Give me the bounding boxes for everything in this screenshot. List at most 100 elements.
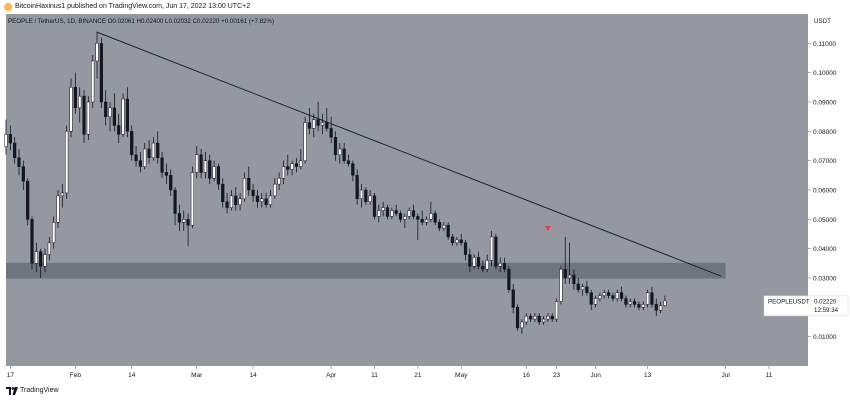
candle-body-up [368,195,372,202]
candle-body-down [21,166,25,182]
candle [268,190,273,208]
red-triangle-marker [544,225,551,231]
candle [247,166,251,196]
brand-name: TradingView [20,387,59,394]
candle-body-up [238,198,242,205]
candle [8,125,12,151]
marker-layer [544,225,551,231]
time-tick-label: 21 [414,372,422,379]
candle [563,236,567,284]
candle-body-up [554,301,559,320]
candle-body-down [468,254,472,267]
candle [134,146,138,167]
candle [91,55,95,108]
candle-body-down [585,286,589,293]
candle-body-down [446,224,450,238]
candle [182,210,186,232]
candle-body-up [43,254,47,267]
tradingview-logo-icon [6,387,18,395]
candle [216,163,221,190]
time-axis-panel[interactable] [0,366,808,382]
time-tick-label: Jun [590,372,601,379]
candle [52,216,56,249]
candle [407,207,411,220]
candle [39,248,43,278]
candle [108,102,112,132]
candle-body-up [533,315,537,320]
candle-body-down [433,213,437,223]
candle-body-down [307,122,312,129]
candle [30,216,34,270]
plot-background [6,14,808,366]
candle [208,154,212,185]
price-tick-label: 0.01000 [813,334,837,341]
candle [346,154,351,167]
candle [125,87,129,138]
candle [446,222,450,240]
time-tick-label: 23 [553,372,561,379]
candle-body-down [650,292,654,305]
candle-body-down [494,236,498,267]
candle-body-down [537,315,541,323]
time-tick-label: Feb [70,372,82,379]
candle [637,301,641,311]
candle [377,204,381,223]
candle-body-up [320,122,325,126]
candle [628,298,632,308]
candle [242,172,247,202]
candle-body-down [515,307,520,329]
candle [528,313,533,322]
price-axis-panel[interactable] [808,14,850,382]
candle [290,160,294,176]
candle [26,178,30,226]
candle-body-down [160,157,164,173]
candle-body-down [26,180,30,220]
candle-body-up [95,43,99,62]
candle [524,313,528,325]
candle [260,192,264,208]
candle-body-up [260,198,264,202]
candle [507,266,511,293]
candle-body-down [134,154,138,161]
candle-body-up [69,87,73,132]
price-tick-label: 0.03000 [813,276,837,283]
candle-body-down [125,98,129,132]
candle-body-up [268,195,273,205]
candle [433,210,437,226]
candle [251,184,255,202]
candle-body-down [364,189,368,202]
candle-body-down [316,119,320,126]
candle [78,87,82,123]
candle [359,184,364,208]
candle [82,90,86,144]
candle [533,313,537,322]
candle [385,204,390,220]
candle-body-down [528,315,533,320]
candle-body-down [112,107,116,126]
candle [390,207,394,220]
candle [463,239,468,261]
candle [177,204,181,232]
candle [364,187,368,205]
candle-body-down [507,268,511,290]
candle-body-down [385,207,390,217]
candle-body-down [476,257,481,267]
candle [355,169,359,205]
candlestick-chart[interactable]: 0.010000.020000.030000.040000.050000.060… [0,14,850,382]
candle [130,125,134,161]
time-tick-label: 11 [371,372,378,379]
candle [611,292,615,302]
candle-body-up [593,298,598,305]
candle-body-down [221,183,225,202]
currency-label: USDT [814,18,831,25]
candle [34,242,38,273]
candle [450,234,455,246]
candle [255,190,260,208]
candle [589,289,593,311]
candle [398,210,403,223]
candle [99,37,103,108]
chart-area[interactable]: 0.010000.020000.030000.040000.050000.060… [0,14,850,382]
candle [190,166,195,229]
candle-body-down [325,122,329,129]
candle-body-up [151,142,155,158]
